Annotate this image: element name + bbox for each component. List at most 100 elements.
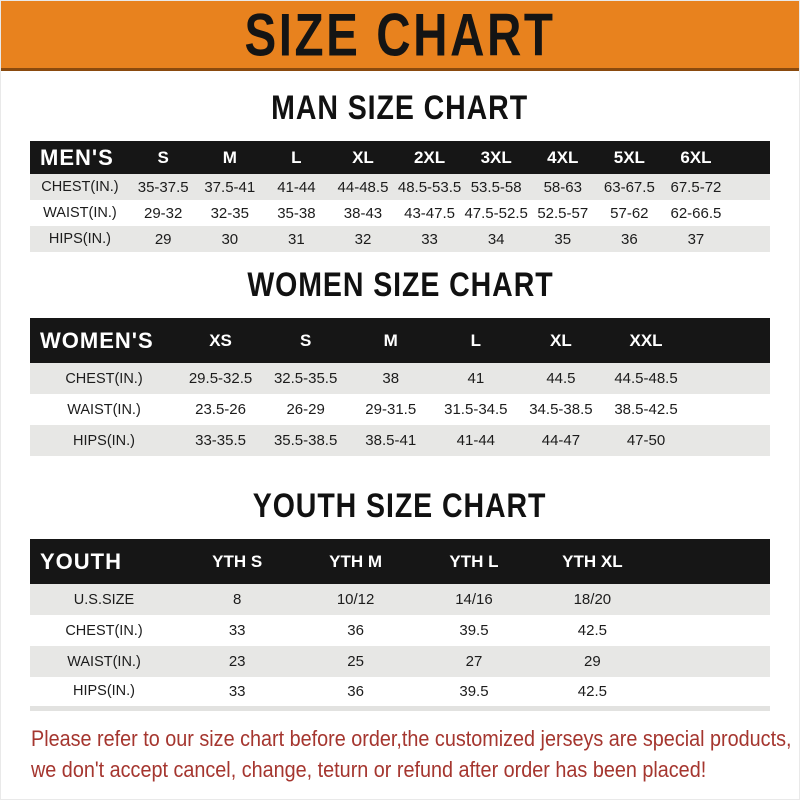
size-cell: 42.5 [577, 622, 607, 639]
size-chart-banner: SIZE CHART [1, 0, 799, 71]
size-cell: 18/20 [573, 591, 612, 608]
size-cell: 38.5-41 [365, 432, 417, 449]
size-cell: 31 [288, 230, 305, 248]
spacer-cell [652, 646, 770, 677]
banner-title: SIZE CHART [244, 0, 556, 69]
size-cell: 29 [154, 230, 172, 248]
column-header: YTH L [449, 551, 499, 571]
row-label: CHEST(IN.) [65, 622, 143, 639]
size-cell: 41 [467, 370, 485, 387]
table-row: HIPS(IN.) 33-35.5 35.5-38.5 38.5-41 41-44 44-… [30, 425, 770, 456]
row-label: WAIST(IN.) [67, 401, 141, 418]
spacer-cell [652, 539, 770, 584]
size-cell: 42.5 [577, 682, 607, 700]
size-cell: 44.5-48.5 [614, 370, 678, 387]
youth-section: YOUTH SIZE CHART YOUTH YTH S YTH M YTH L YTH… [1, 485, 799, 711]
size-cell: 44-47 [541, 432, 581, 449]
size-cell: 37 [687, 230, 705, 248]
column-header: L [470, 330, 482, 350]
row-label: U.S.SIZE [73, 591, 135, 608]
table-row: CHEST(IN.) 33 36 39.5 42.5 [30, 615, 770, 646]
table-row: HIPS(IN.) 33 36 39.5 42.5 [30, 677, 770, 708]
spacer-cell [689, 318, 770, 363]
size-cell: 33-35.5 [195, 432, 246, 449]
column-header: 3XL [480, 147, 512, 167]
size-cell: 35-37.5 [137, 178, 189, 196]
row-label: WAIST(IN.) [43, 205, 117, 221]
table-row: WAIST(IN.) 29-32 32-35 35-38 38-43 43-47.5 47.… [30, 200, 770, 226]
column-header: M [383, 330, 398, 350]
size-cell: 48.5-53.5 [397, 178, 462, 196]
spacer-cell [729, 200, 770, 226]
size-cell: 26-29 [286, 401, 325, 418]
size-cell: 47-50 [626, 432, 666, 449]
spacer-cell [729, 226, 770, 252]
size-cell: 53.5-58 [470, 178, 522, 196]
size-cell: 27 [465, 653, 483, 670]
size-cell: 44.5 [546, 370, 576, 387]
size-cell: 44-48.5 [337, 178, 389, 196]
size-cell: 32-35 [210, 204, 249, 222]
row-label: HIPS(IN.) [48, 231, 111, 247]
size-cell: 23 [228, 653, 246, 670]
size-cell: 47.5-52.5 [464, 204, 528, 222]
spacer-cell [689, 394, 770, 425]
size-cell: 8 [233, 591, 242, 608]
size-cell: 41-44 [456, 432, 496, 449]
size-cell: 38-43 [343, 204, 383, 222]
youth-section-title: YOUTH SIZE CHART [253, 485, 547, 526]
size-cell: 67.5-72 [670, 178, 722, 196]
size-cell: 37.5-41 [204, 178, 256, 196]
size-cell: 63-67.5 [603, 178, 655, 196]
size-cell: 33 [228, 622, 246, 639]
spacer-cell [729, 141, 770, 174]
size-cell: 29-32 [144, 204, 183, 222]
size-cell: 35.5-38.5 [273, 432, 338, 449]
order-disclaimer: Please refer to our size chart before or… [31, 723, 799, 786]
size-cell: 29 [584, 653, 601, 670]
size-cell: 38 [382, 370, 400, 387]
spacer-cell [652, 677, 770, 708]
women-section-title-wrap: WOMEN SIZE CHART [1, 264, 799, 305]
column-header: S [157, 147, 169, 167]
size-cell: 29-31.5 [365, 401, 417, 418]
row-label: HIPS(IN.) [72, 683, 136, 700]
row-label: HIPS(IN.) [72, 432, 136, 449]
men-size-table: MEN'S S M L XL 2XL 3XL 4XL 5XL 6XL CHEST(IN.) 35-37… [30, 141, 770, 252]
spacer-cell [689, 363, 770, 394]
spacer-cell [729, 174, 770, 200]
size-cell: 23.5-26 [195, 401, 246, 418]
size-cell: 31.5-34.5 [444, 401, 508, 418]
column-header: M [222, 147, 237, 167]
spacer-cell [689, 425, 770, 456]
women-section-title: WOMEN SIZE CHART [246, 264, 554, 305]
table-row: U.S.SIZE 8 10/12 14/16 18/20 [30, 584, 770, 615]
column-header: XS [209, 330, 232, 350]
column-header: L [291, 147, 302, 167]
disclaimer-line-2: we don't accept cancel, change, teturn o… [31, 757, 707, 782]
row-label: WAIST(IN.) [67, 653, 141, 670]
table-row: HIPS(IN.) 29 30 31 32 33 34 35 36 37 [30, 226, 770, 252]
size-cell: 57-62 [610, 204, 649, 222]
size-cell: 32.5-35.5 [273, 370, 338, 387]
table-group-label: WOMEN'S [40, 327, 154, 353]
size-cell: 35 [554, 230, 572, 248]
table-group-label: YOUTH [40, 548, 122, 574]
size-cell: 52.5-57 [537, 204, 589, 222]
disclaimer-line-1: Please refer to our size chart before or… [31, 725, 792, 751]
size-cell: 33 [228, 682, 246, 700]
size-cell: 29.5-32.5 [188, 370, 253, 387]
size-cell: 30 [221, 230, 239, 248]
column-header: 5XL [613, 147, 645, 167]
size-cell: 62-66.5 [670, 204, 722, 222]
women-section: WOMEN SIZE CHART WOMEN'S XS S M L XL XXL CHEST(… [1, 264, 799, 456]
size-cell: 38.5-42.5 [614, 401, 678, 418]
table-row: CHEST(IN.) 29.5-32.5 32.5-35.5 38 41 44.5 44.5… [30, 363, 770, 394]
column-header: 2XL [413, 147, 446, 167]
size-cell: 14/16 [455, 591, 493, 608]
column-header: YTH XL [562, 551, 623, 571]
column-header: S [299, 330, 312, 350]
size-cell: 36 [621, 230, 638, 248]
size-cell: 32 [354, 230, 372, 248]
size-cell: 41-44 [277, 178, 316, 196]
